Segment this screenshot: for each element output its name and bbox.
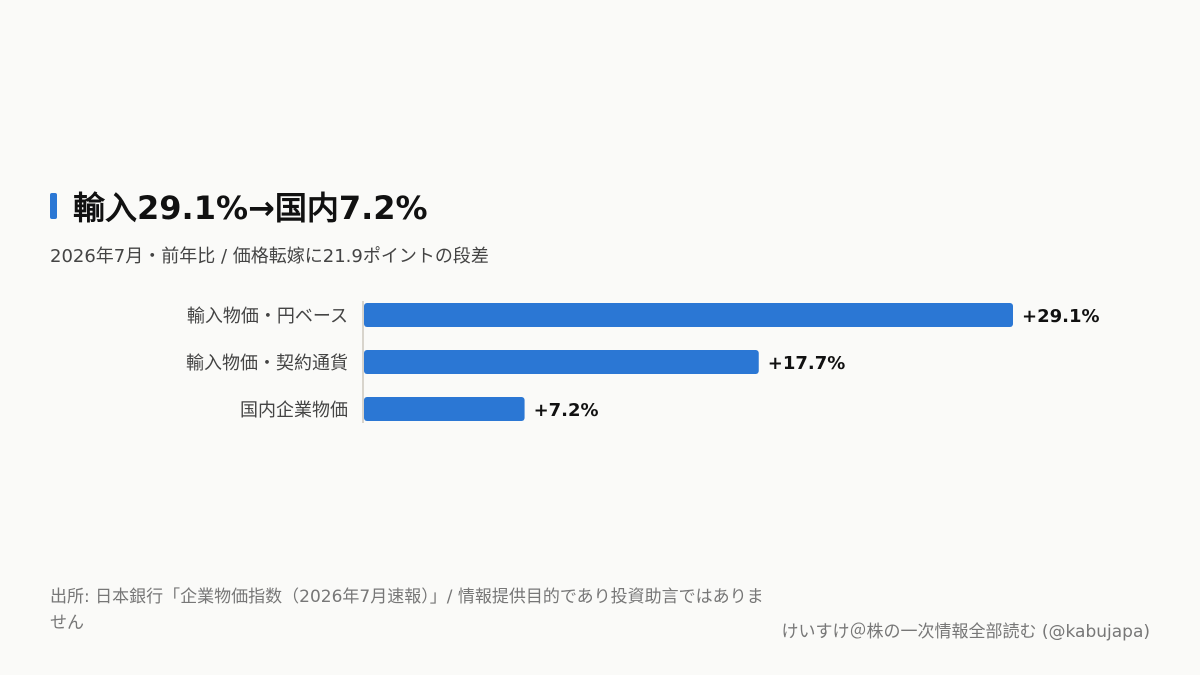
- category-label: 国内企業物価: [240, 400, 348, 421]
- category-label: 輸入物価・契約通貨: [186, 353, 348, 374]
- chart-title: 輸入29.1%→国内7.2%: [73, 189, 428, 227]
- author-credit: けいすけ＠株の一次情報全部読む (@kabujapa): [781, 622, 1150, 642]
- category-label: 輸入物価・円ベース: [187, 306, 348, 327]
- bar: [364, 303, 1013, 327]
- bar: [364, 397, 525, 421]
- value-label: +7.2%: [534, 400, 599, 421]
- bar: [364, 350, 759, 374]
- title-block: 輸入29.1%→国内7.2%: [50, 183, 428, 229]
- value-label: +17.7%: [768, 353, 846, 374]
- source-note: 出所: 日本銀行「企業物価指数（2026年7月速報）」/ 情報提供目的であり投資…: [50, 587, 764, 633]
- chart-subtitle: 2026年7月・前年比 / 価格転嫁に21.9ポイントの段差: [50, 246, 489, 267]
- value-label: +29.1%: [1022, 306, 1100, 327]
- bar-chart: 輸入物価・円ベース +29.1% 輸入物価・契約通貨 +17.7% 国内企業物価 +7.2…: [186, 301, 1100, 423]
- title-accent-bar: [50, 193, 57, 219]
